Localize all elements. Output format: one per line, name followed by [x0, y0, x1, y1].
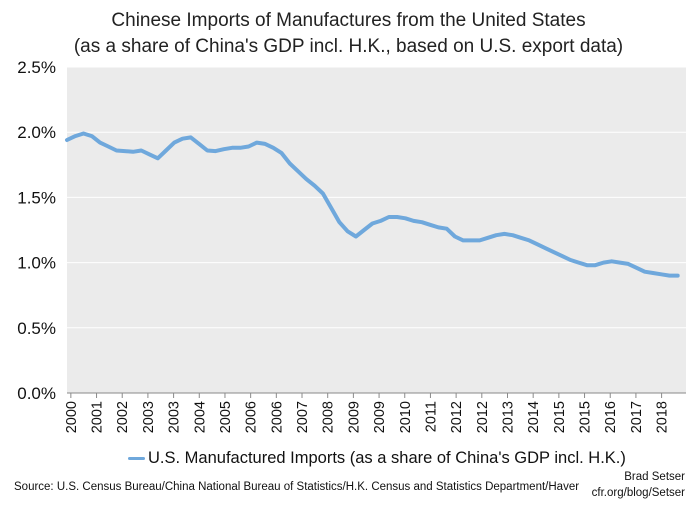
y-tick-label: 1.5% — [17, 188, 56, 207]
x-tick-label: 2012 — [475, 401, 491, 433]
x-tick-label: 2008 — [321, 401, 337, 433]
source-note: Source: U.S. Census Bureau/China Nationa… — [14, 481, 580, 493]
y-tick-label: 0.5% — [17, 319, 56, 338]
y-tick-label: 0.0% — [17, 384, 56, 403]
x-tick-label: 2018 — [655, 401, 671, 433]
x-tick-label: 2001 — [90, 401, 106, 433]
x-tick-label: 2000 — [64, 401, 80, 433]
x-tick-label: 2004 — [192, 401, 208, 433]
x-tick-label: 2011 — [423, 401, 439, 432]
legend: U.S. Manufactured Imports (as a share of… — [128, 449, 626, 468]
x-tick-label: 2012 — [449, 401, 465, 433]
chart-subtitle: (as a share of China's GDP incl. H.K., b… — [73, 36, 624, 57]
x-tick-label: 2015 — [552, 401, 568, 433]
x-tick-label: 2007 — [295, 401, 311, 433]
x-tick-label: 2009 — [372, 401, 388, 433]
x-tick-label: 2005 — [218, 401, 234, 433]
author-credit: Brad Setser — [624, 471, 685, 483]
x-tick-label: 2014 — [526, 401, 542, 433]
plot-area — [67, 67, 686, 393]
x-tick-label: 2015 — [578, 401, 594, 433]
x-tick-label: 2006 — [244, 401, 260, 433]
x-tick-label: 2003 — [167, 401, 183, 433]
x-tick-label: 2009 — [346, 401, 362, 433]
x-tick-label: 2002 — [115, 401, 131, 433]
legend-label: U.S. Manufactured Imports (as a share of… — [148, 449, 626, 467]
author-url: cfr.org/blog/Setser — [591, 487, 685, 499]
x-tick-label: 2006 — [269, 401, 285, 433]
series-line — [65, 131, 680, 278]
x-tick-label: 2010 — [398, 401, 414, 433]
x-tick-label: 2003 — [141, 401, 157, 433]
chart-title: Chinese Imports of Manufactures from the… — [111, 10, 586, 31]
legend-swatch — [128, 457, 145, 460]
y-tick-label: 1.0% — [17, 254, 56, 273]
x-tick-label: 2016 — [603, 401, 619, 433]
x-tick-label: 2017 — [629, 401, 645, 433]
x-tick-label: 2013 — [500, 401, 516, 433]
y-tick-label: 2.0% — [17, 123, 56, 142]
y-tick-label: 2.5% — [17, 58, 56, 77]
